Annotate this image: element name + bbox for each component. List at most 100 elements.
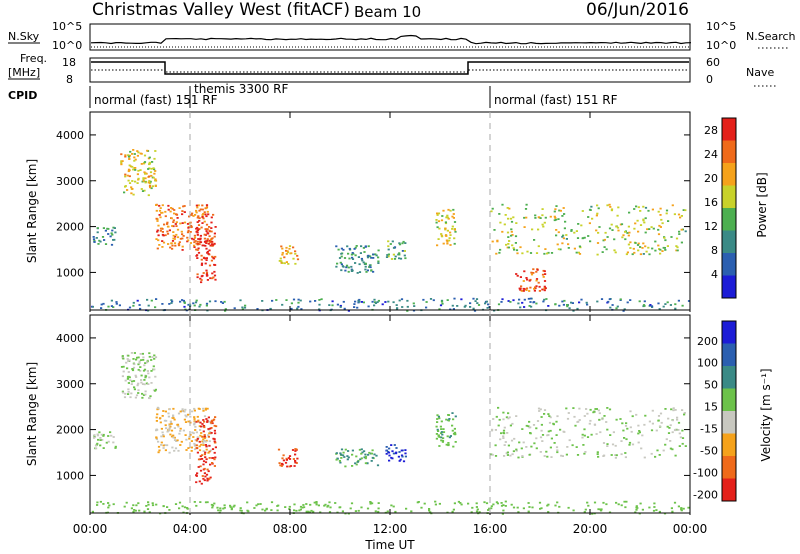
echo-cell — [137, 389, 140, 392]
echo-cell — [155, 416, 158, 419]
echo-cell — [671, 431, 674, 434]
echo-cell — [328, 501, 331, 504]
echo-cell — [516, 274, 519, 277]
echo-cell — [449, 231, 452, 234]
x-tick-label: 20:00 — [573, 522, 608, 536]
echo-cell — [92, 236, 95, 238]
echo-cell — [591, 512, 594, 515]
echo-cell — [568, 307, 571, 310]
echo-cell — [168, 408, 171, 410]
echo-cell — [602, 501, 605, 504]
echo-cell — [276, 509, 279, 512]
echo-cell — [286, 250, 289, 253]
echo-cell — [182, 299, 185, 302]
echo-cell — [570, 229, 573, 231]
echo-cell — [678, 233, 681, 235]
echo-cell — [562, 430, 565, 433]
echo-cell — [646, 228, 649, 231]
echo-cell — [96, 433, 99, 436]
echo-cell — [172, 219, 175, 222]
echo-cell — [541, 223, 544, 226]
echo-cell — [491, 207, 494, 210]
echo-cell — [638, 430, 641, 432]
echo-cell — [672, 407, 675, 410]
echo-cell — [104, 243, 108, 245]
echo-cell — [194, 429, 197, 431]
colorbar-segment — [722, 343, 736, 367]
echo-cell — [555, 234, 558, 237]
echo-cell — [556, 243, 559, 246]
echo-cell — [633, 251, 636, 254]
velocity-colorbar-label: Velocity [m s⁻¹] — [759, 368, 773, 461]
echo-cell — [172, 407, 175, 410]
echo-cell — [576, 307, 579, 310]
echo-cell — [370, 269, 373, 272]
echo-cell — [167, 412, 170, 415]
echo-cell — [472, 307, 475, 310]
echo-cell — [617, 503, 620, 506]
freq-trace — [91, 61, 689, 75]
echo-cell — [213, 458, 216, 461]
echo-cell — [385, 446, 388, 448]
echo-cell — [201, 274, 204, 277]
echo-cell — [502, 429, 506, 432]
echo-cell — [344, 465, 347, 468]
echo-cell — [621, 236, 624, 239]
echo-cell — [565, 234, 568, 236]
echo-cell — [281, 247, 284, 250]
echo-cell — [182, 429, 185, 432]
echo-cell — [529, 301, 532, 303]
echo-cell — [614, 444, 617, 447]
echo-cell — [121, 375, 124, 378]
echo-cell — [674, 303, 677, 306]
echo-cell — [557, 218, 560, 220]
echo-cell — [637, 206, 640, 209]
echo-cell — [141, 190, 145, 192]
echo-cell — [211, 506, 214, 509]
echo-cell — [183, 211, 186, 213]
echo-cell — [206, 407, 209, 410]
echo-cell — [221, 302, 224, 304]
echo-cell — [680, 508, 683, 511]
echo-cell — [166, 232, 170, 235]
echo-cell — [162, 447, 165, 449]
echo-cell — [95, 237, 98, 239]
echo-cell — [170, 429, 174, 432]
echo-cell — [538, 285, 541, 288]
echo-cell — [338, 460, 341, 462]
echo-cell — [402, 240, 405, 243]
echo-cell — [297, 298, 300, 301]
echo-cell — [295, 462, 298, 464]
echo-cell — [368, 264, 371, 267]
echo-cell — [184, 434, 187, 436]
echo-cell — [179, 427, 182, 430]
echo-cell — [197, 228, 200, 231]
echo-cell — [209, 463, 212, 466]
echo-cell — [138, 509, 141, 512]
echo-cell — [139, 353, 142, 355]
echo-cell — [420, 506, 423, 509]
echo-cell — [393, 258, 397, 260]
echo-cell — [659, 412, 663, 415]
echo-cell — [614, 456, 617, 459]
echo-cell — [318, 308, 321, 311]
echo-cell — [347, 512, 350, 515]
echo-cell — [398, 253, 401, 256]
colorbar-tick-label: 50 — [704, 379, 718, 392]
echo-cell — [681, 442, 684, 445]
echo-cell — [665, 212, 668, 215]
echo-cell — [354, 254, 357, 257]
echo-cell — [442, 437, 445, 440]
echo-cell — [578, 253, 582, 255]
echo-cell — [206, 419, 209, 422]
echo-cell — [400, 449, 403, 452]
echo-cell — [572, 309, 575, 312]
echo-cell — [452, 445, 455, 448]
echo-cell — [125, 361, 128, 364]
echo-cell — [154, 388, 157, 391]
echo-cell — [670, 236, 673, 238]
echo-cell — [160, 427, 163, 430]
echo-cell — [547, 430, 550, 433]
echo-cell — [399, 257, 403, 260]
echo-cell — [459, 502, 462, 504]
